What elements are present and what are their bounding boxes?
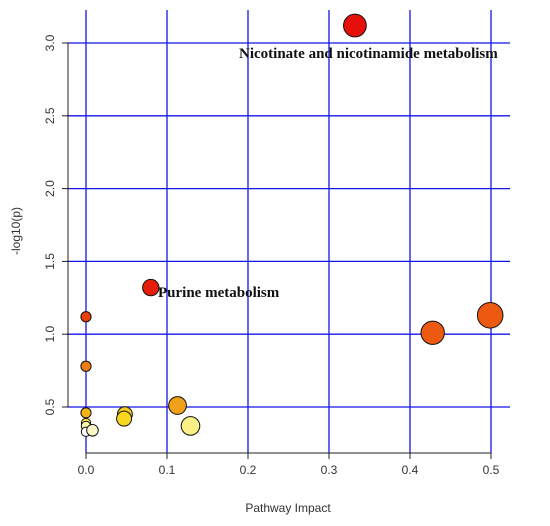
y-tick-label-3: 2.0 (43, 180, 57, 197)
y-axis-title: -log10(p) (9, 207, 23, 255)
x-axis-title: Pathway Impact (245, 501, 331, 515)
data-point-12 (343, 13, 367, 38)
data-point-9 (168, 396, 187, 415)
data-point-2 (80, 407, 92, 419)
x-tick-label-4: 0.4 (402, 463, 419, 477)
data-point-11 (142, 278, 160, 297)
y-tick-label-2: 1.5 (43, 253, 57, 270)
axis-layer: 0.0 0.1 0.2 0.3 0.4 0.5 0.5 1.0 1.5 2.0 2.5 3.0 (43, 34, 500, 477)
annotation-label-0: Nicotinate and nicotinamide metabolism (239, 46, 498, 62)
x-tick-label-0: 0.0 (78, 463, 95, 477)
y-tick-label-4: 2.5 (43, 107, 57, 124)
annotation-layer: Nicotinate and nicotinamide metabolism Pu… (158, 46, 498, 301)
grid-layer (67, 10, 510, 453)
points-layer (80, 13, 504, 437)
data-point-8 (116, 410, 133, 427)
y-tick-label-1: 1.0 (43, 326, 57, 343)
data-point-6 (86, 423, 99, 437)
data-point-10 (180, 416, 201, 436)
y-tick-label-0: 0.5 (43, 398, 57, 415)
data-point-0 (80, 311, 92, 323)
data-point-14 (476, 301, 504, 329)
x-tick-label-1: 0.1 (159, 463, 176, 477)
x-tick-label-3: 0.3 (321, 463, 338, 477)
x-tick-label-2: 0.2 (240, 463, 257, 477)
annotation-label-1: Purine metabolism (158, 285, 280, 301)
data-point-1 (80, 360, 92, 372)
x-tick-label-5: 0.5 (483, 463, 500, 477)
y-tick-label-5: 3.0 (43, 34, 57, 51)
data-point-13 (420, 320, 445, 345)
